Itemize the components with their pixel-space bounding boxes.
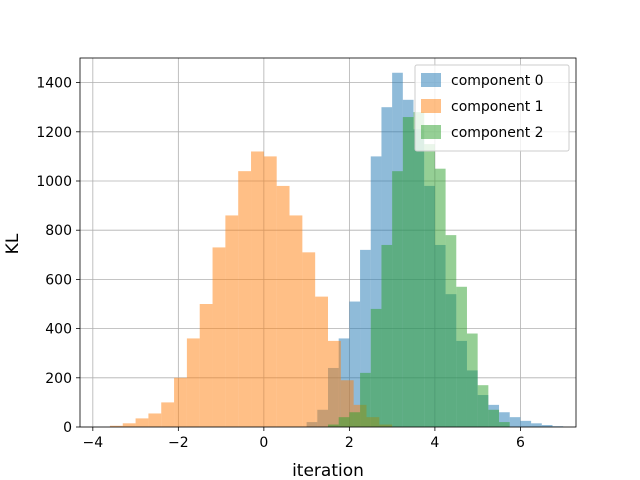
legend-label-component-0: component 0 [451, 73, 544, 89]
histogram-bar-component-1 [328, 340, 341, 427]
legend-box [414, 64, 570, 152]
histogram-bar-component-0 [541, 425, 553, 427]
histogram-bar-component-2 [499, 422, 510, 427]
histogram-bar-component-1 [225, 215, 239, 427]
x-tick-label: 6 [516, 435, 525, 451]
y-tick-label: 1400 [36, 76, 72, 92]
x-tick-label: 0 [259, 435, 268, 451]
histogram-bar-component-1 [289, 215, 303, 427]
histogram-bar-component-1 [161, 402, 175, 427]
histogram-bar-component-0 [531, 423, 542, 427]
histogram-bar-component-0 [370, 156, 382, 427]
histogram-bar-component-1 [174, 377, 187, 427]
legend: component 0 component 1 component 2 [414, 64, 570, 152]
y-tick-label: 1000 [36, 174, 72, 190]
histogram-bar-component-1 [263, 156, 277, 427]
legend-label-component-1: component 1 [451, 99, 544, 115]
x-tick-label: −4 [83, 435, 104, 451]
histogram-bar-component-2 [381, 244, 393, 427]
histogram-bar-component-2 [370, 308, 382, 427]
histogram-bar-component-0 [499, 412, 510, 427]
y-tick-label: 1200 [36, 125, 72, 141]
histogram-bar-component-2 [360, 372, 371, 427]
histogram-bar-component-1 [186, 338, 200, 427]
legend-swatch-component-1 [421, 99, 441, 113]
y-tick-label: 0 [63, 420, 72, 436]
histogram-bar-component-1 [212, 247, 226, 427]
histogram-bar-component-1 [148, 413, 162, 427]
histogram-bar-component-0 [509, 417, 521, 427]
histogram-bar-component-1 [109, 425, 123, 427]
histogram-bar-component-2 [445, 235, 457, 427]
y-tick-label: 200 [45, 371, 72, 387]
histogram-bar-component-2 [413, 112, 425, 428]
y-tick-label: 600 [45, 272, 72, 288]
histogram-bar-component-2 [488, 409, 500, 427]
histogram-bar-component-2 [338, 417, 350, 427]
y-tick-label: 400 [45, 322, 72, 338]
histogram-bar-component-2 [402, 117, 414, 427]
legend-swatch-component-0 [421, 73, 441, 87]
y-tick-label: 800 [45, 223, 72, 239]
histogram-bar-component-1 [135, 418, 149, 427]
axis-ticks: −4 −2 0 2 4 6 0 200 400 600 800 1000 1200 1400 [36, 76, 525, 451]
histogram-bar-component-1 [238, 171, 252, 427]
histogram-bar-component-0 [520, 420, 532, 427]
legend-swatch-component-2 [421, 125, 441, 139]
x-tick-label: 2 [345, 435, 354, 451]
histogram-bars [109, 72, 564, 428]
histogram-bar-component-1 [251, 151, 264, 428]
y-axis-title: KL [3, 233, 23, 254]
histogram-bar-component-1 [199, 304, 213, 427]
histogram-bar-component-2 [349, 412, 361, 427]
histogram-bar-component-1 [122, 423, 136, 427]
histogram-bar-component-0 [360, 249, 371, 427]
histogram-bar-component-2 [392, 171, 403, 427]
histogram-bar-component-2 [424, 144, 435, 427]
histogram-bar-component-2 [328, 424, 339, 427]
histogram-bar-component-1 [302, 252, 316, 427]
histogram-bar-component-1 [315, 296, 328, 427]
histogram-bar-component-2 [456, 286, 467, 427]
x-axis-title: iteration [292, 461, 364, 480]
x-tick-label: 4 [430, 435, 439, 451]
plot-frame [79, 57, 577, 428]
histogram-bar-component-1 [276, 185, 290, 427]
histogram-bar-component-0 [349, 301, 361, 427]
histogram-bar-component-2 [477, 385, 489, 427]
legend-label-component-2: component 2 [451, 125, 544, 141]
histogram-bar-component-2 [466, 333, 478, 427]
x-tick-label: −2 [168, 435, 189, 451]
histogram-bar-component-2 [434, 168, 446, 427]
